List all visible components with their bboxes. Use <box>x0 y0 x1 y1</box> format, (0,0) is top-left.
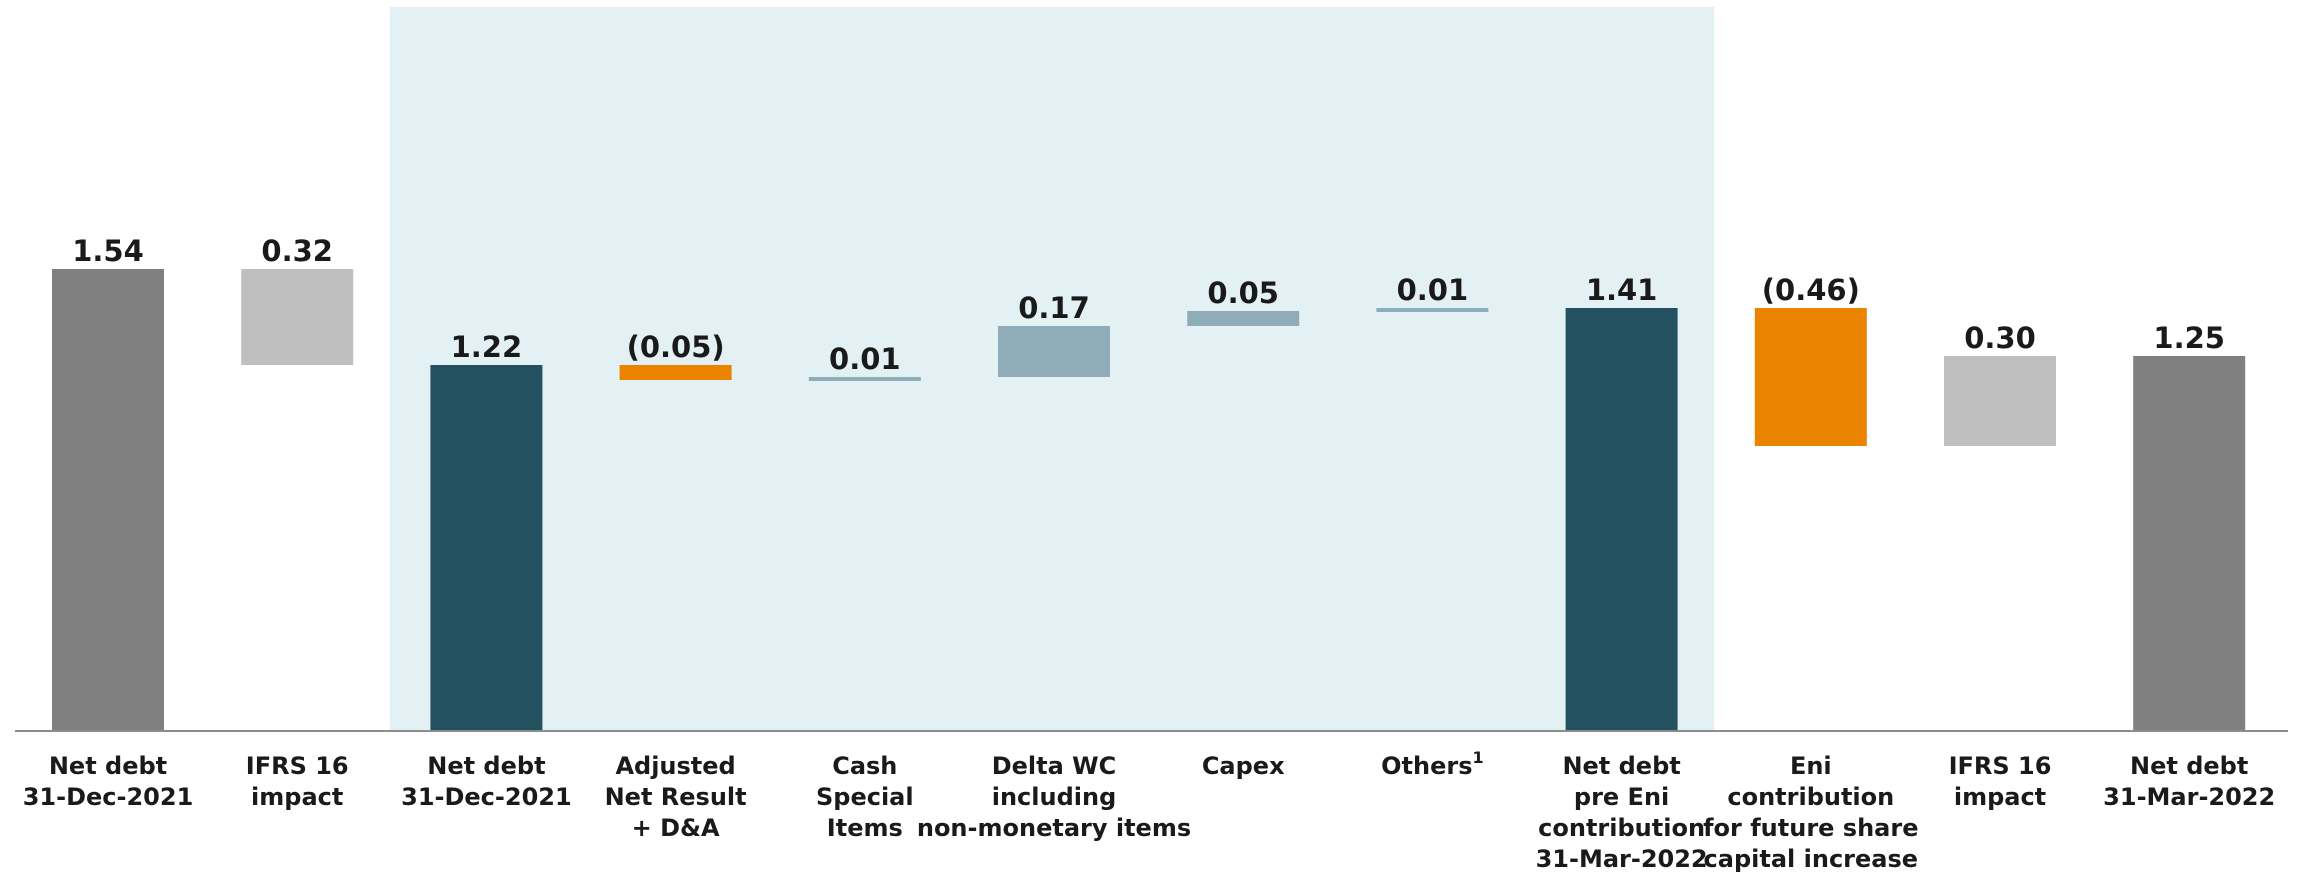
category-label-2: Net debt 31-Dec-2021 <box>401 752 572 811</box>
category-label-5-line-2: non-monetary items <box>917 814 1191 842</box>
data-label-7: 0.01 <box>1397 273 1469 307</box>
bar-2 <box>430 365 543 731</box>
category-label-5-line-0: Delta WC <box>992 752 1117 780</box>
category-label-7-line-0: Others1 <box>1381 748 1484 780</box>
category-label-10-line-1: impact <box>1954 783 2046 811</box>
category-label-11-line-0: Net debt <box>2130 752 2248 780</box>
data-label-9: (0.46) <box>1762 273 1860 307</box>
category-label-6-line-0: Capex <box>1202 752 1285 780</box>
bar-10 <box>1944 356 2056 446</box>
footnote-marker: 1 <box>1473 748 1484 767</box>
data-label-8: 1.41 <box>1586 273 1658 307</box>
category-label-3-line-1: Net Result <box>605 783 747 811</box>
category-label-1-line-1: impact <box>251 783 343 811</box>
category-label-0-line-1: 31-Dec-2021 <box>23 783 194 811</box>
category-label-5-line-1: including <box>992 783 1117 811</box>
category-label-0: Net debt 31-Dec-2021 <box>23 752 194 811</box>
category-label-9-line-2: for future share <box>1703 814 1918 842</box>
data-label-4: 0.01 <box>829 342 901 376</box>
category-label-7: Others1 <box>1381 748 1484 780</box>
category-label-0-line-0: Net debt <box>49 752 167 780</box>
category-label-5: Delta WC including non-monetary items <box>917 752 1191 842</box>
bar-3 <box>619 365 732 380</box>
category-label-3: Adjusted Net Result + D&A <box>605 752 747 842</box>
bar-0 <box>52 269 164 731</box>
category-label-8-line-0: Net debt <box>1562 752 1680 780</box>
bar-6 <box>1187 311 1300 326</box>
category-label-10-line-0: IFRS 16 <box>1949 752 2052 780</box>
category-label-6: Capex <box>1202 752 1285 780</box>
category-label-3-line-0: Adjusted <box>615 752 735 780</box>
data-label-0: 1.54 <box>72 234 144 268</box>
category-label-11-line-1: 31-Mar-2022 <box>2103 783 2275 811</box>
data-label-6: 0.05 <box>1207 276 1279 310</box>
category-label-4-line-2: Items <box>827 814 903 842</box>
bar-8 <box>1565 308 1678 731</box>
bar-11 <box>2133 356 2246 731</box>
category-label-8: Net debt pre Eni contribution 31-Mar-2022 <box>1536 752 1708 872</box>
category-label-8-line-2: contribution <box>1538 814 1705 842</box>
category-label-9-line-1: contribution <box>1727 783 1894 811</box>
data-label-11: 1.25 <box>2153 321 2225 355</box>
category-label-1: IFRS 16 impact <box>246 752 349 811</box>
category-label-2-line-1: 31-Dec-2021 <box>401 783 572 811</box>
category-label-4-line-0: Cash <box>832 752 897 780</box>
category-label-11: Net debt 31-Mar-2022 <box>2103 752 2275 811</box>
category-label-2-line-0: Net debt <box>427 752 545 780</box>
category-label-10: IFRS 16 impact <box>1949 752 2052 811</box>
category-label-9-line-3: capital increase <box>1704 845 1919 872</box>
category-label-8-line-3: 31-Mar-2022 <box>1536 845 1708 872</box>
category-label-8-line-1: pre Eni <box>1574 783 1669 811</box>
category-label-1-line-0: IFRS 16 <box>246 752 349 780</box>
category-label-3-line-2: + D&A <box>632 814 720 842</box>
bar-4 <box>808 377 921 381</box>
category-label-9: Eni contribution for future share capital i… <box>1703 752 1918 872</box>
bar-5 <box>998 326 1110 377</box>
category-label-4-line-1: Special <box>816 783 914 811</box>
data-label-3: (0.05) <box>627 330 725 364</box>
category-label-4: Cash Special Items <box>816 752 914 842</box>
data-label-5: 0.17 <box>1018 291 1090 325</box>
data-label-2: 1.22 <box>451 330 523 364</box>
data-label-10: 0.30 <box>1964 321 2036 355</box>
category-label-9-line-0: Eni <box>1790 752 1832 780</box>
bar-7 <box>1376 308 1489 312</box>
bar-1 <box>241 269 354 365</box>
bar-9 <box>1754 308 1867 446</box>
data-label-1: 0.32 <box>261 234 333 268</box>
